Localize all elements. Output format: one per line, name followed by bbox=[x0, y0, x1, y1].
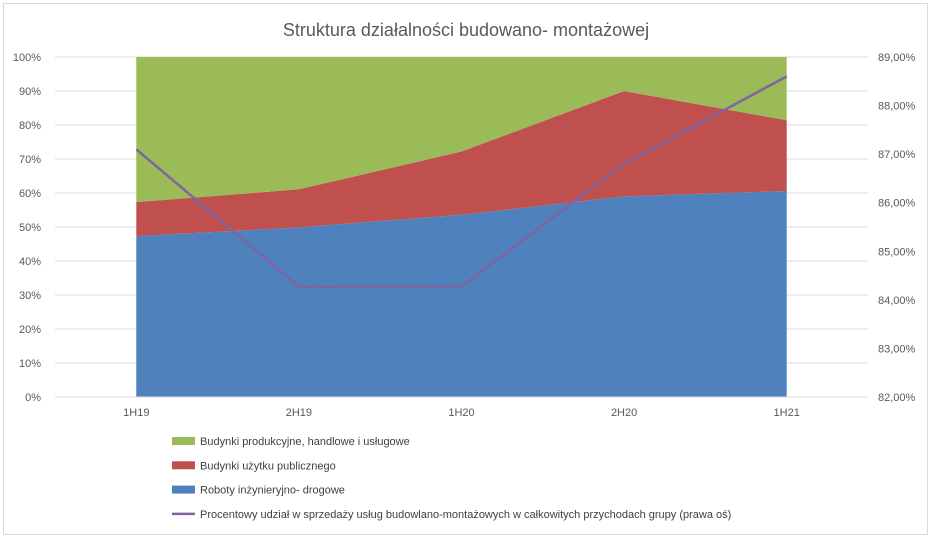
chart-title: Struktura działalności budowano- montażo… bbox=[283, 20, 649, 40]
x-tick-label: 2H19 bbox=[286, 407, 312, 419]
x-axis-ticks: 1H19 2H19 1H20 2H20 1H21 bbox=[55, 396, 868, 419]
y-tick-label: 90% bbox=[19, 86, 41, 98]
legend-item: Roboty inżynieryjno- drogowe bbox=[172, 485, 345, 497]
legend-item: Budynki użytku publicznego bbox=[172, 460, 336, 472]
y-tick-label: 50% bbox=[19, 222, 41, 234]
x-tick-label: 1H19 bbox=[123, 407, 149, 419]
legend-label: Budynki użytku publicznego bbox=[200, 460, 336, 472]
x-tick-label: 1H20 bbox=[448, 407, 474, 419]
y2-tick-label: 85,00% bbox=[878, 246, 916, 258]
y-tick-label: 60% bbox=[19, 188, 41, 200]
legend-label: Budynki produkcyjne, handlowe i usługowe bbox=[200, 436, 410, 448]
y2-tick-label: 82,00% bbox=[878, 392, 916, 404]
area-budynki-u-ytku-publicznego bbox=[136, 91, 787, 237]
line-series bbox=[135, 75, 788, 288]
y-tick-label: 100% bbox=[13, 52, 41, 64]
legend-item: Budynki produkcyjne, handlowe i usługowe bbox=[172, 436, 410, 448]
y-tick-label: 70% bbox=[19, 154, 41, 166]
legend-label: Procentowy udział w sprzedaży usług budo… bbox=[200, 509, 731, 521]
area-budynki-produkcyjne-handlowe-i-us-ugowe bbox=[136, 57, 787, 203]
y2-tick-label: 87,00% bbox=[878, 149, 916, 161]
legend-label: Roboty inżynieryjno- drogowe bbox=[200, 485, 345, 497]
left-axis-ticks: 0% 10% 20% 30% 40% 50% 60% 70% 80% 90% 100% bbox=[13, 52, 41, 404]
area-roboty-in-ynieryjno-drogowe bbox=[136, 190, 787, 397]
y2-tick-label: 88,00% bbox=[878, 101, 916, 113]
right-axis-ticks: 82,00% 83,00% 84,00% 85,00% 86,00% 87,00% 88,0… bbox=[878, 52, 916, 404]
y-tick-label: 40% bbox=[19, 256, 41, 268]
legend: Budynki produkcyjne, handlowe i usługowe… bbox=[172, 436, 731, 521]
legend-swatch bbox=[172, 485, 195, 494]
line-share-of-revenue bbox=[135, 75, 788, 288]
y-tick-label: 80% bbox=[19, 120, 41, 132]
y-tick-label: 30% bbox=[19, 290, 41, 302]
legend-swatch bbox=[172, 461, 195, 470]
y2-tick-label: 83,00% bbox=[878, 343, 916, 355]
y2-tick-label: 86,00% bbox=[878, 198, 916, 210]
y2-tick-label: 89,00% bbox=[878, 52, 916, 64]
y-tick-label: 20% bbox=[19, 324, 41, 336]
y2-tick-label: 84,00% bbox=[878, 295, 916, 307]
area-layers bbox=[136, 57, 787, 397]
x-tick-label: 1H21 bbox=[774, 407, 800, 419]
y-tick-label: 0% bbox=[25, 392, 41, 404]
legend-swatch bbox=[172, 437, 195, 445]
x-tick-label: 2H20 bbox=[611, 407, 637, 419]
legend-item: Procentowy udział w sprzedaży usług budo… bbox=[172, 509, 731, 521]
y-tick-label: 10% bbox=[19, 358, 41, 370]
